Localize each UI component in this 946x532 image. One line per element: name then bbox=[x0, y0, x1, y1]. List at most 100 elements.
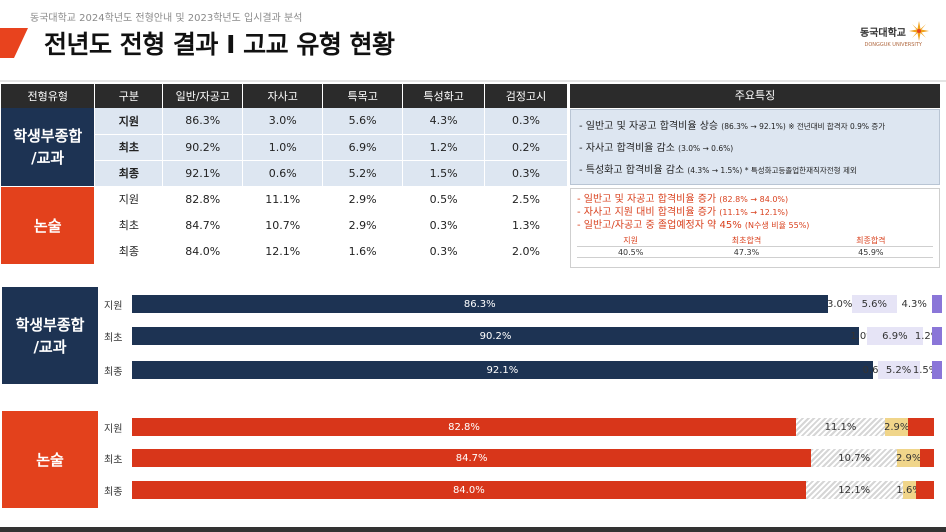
table-cell: 5.2% bbox=[322, 160, 404, 187]
bar-segment: 3.0% bbox=[827, 295, 852, 313]
table-cell: 2.9% bbox=[322, 212, 404, 239]
mini-header: 최종합격 bbox=[856, 236, 886, 245]
table-cell: 12.1% bbox=[242, 238, 324, 265]
group-label-hakjong: 학생부종합 /교과 bbox=[1, 108, 96, 187]
stacked-bar: 82.8% 11.1% 2.9% bbox=[132, 418, 934, 436]
table-cell: 0.2% bbox=[484, 134, 568, 161]
table-cell: 2.9% bbox=[322, 186, 404, 213]
stacked-bar: 84.7% 10.7% 2.9% bbox=[132, 449, 934, 467]
table-cell: 1.6% bbox=[322, 238, 404, 265]
bar-segment: 1.2% bbox=[915, 327, 940, 345]
stacked-bar: 84.0% 12.1% 1.6% bbox=[132, 481, 934, 499]
bar-segment bbox=[915, 481, 934, 499]
table-cell: 90.2% bbox=[162, 134, 244, 161]
bar-segment: 84.0% bbox=[132, 481, 806, 499]
col-header: 자사고 bbox=[242, 84, 324, 108]
bottom-bar bbox=[0, 527, 946, 532]
bar-segment: 2.9% bbox=[884, 418, 909, 436]
features-header: 주요특징 bbox=[570, 84, 940, 108]
table-cell: 6.9% bbox=[322, 134, 404, 161]
row-label: 최종 bbox=[94, 160, 164, 187]
features-nonsul: - 일반고 및 자공고 합격비율 증가 (82.8% → 84.0%) - 자사… bbox=[570, 188, 940, 268]
table-row: 최초 90.2% 1.0% 6.9% 1.2% 0.2% bbox=[1, 134, 568, 161]
col-header: 특성화고 bbox=[402, 84, 486, 108]
table-cell: 84.0% bbox=[162, 238, 244, 265]
row-label: 지원 bbox=[94, 108, 164, 135]
bar-segment: 90.2% bbox=[132, 327, 860, 345]
title-bar: 전년도 전형 결과 I 고교 유형 현황 bbox=[0, 28, 395, 59]
table-cell: 1.2% bbox=[402, 134, 486, 161]
bar-segment bbox=[931, 295, 942, 313]
bar-segment: 11.1% bbox=[796, 418, 886, 436]
row-label: 최종 bbox=[94, 238, 164, 265]
table-cell: 0.3% bbox=[484, 160, 568, 187]
table-cell: 2.5% bbox=[484, 186, 568, 213]
row-label: 최초 bbox=[94, 212, 164, 239]
bar-segment: 82.8% bbox=[132, 418, 797, 436]
row-label: 지원 bbox=[94, 186, 164, 213]
table-cell: 92.1% bbox=[162, 160, 244, 187]
stacked-bar: 92.1% 0.6% 5.2% 1.5% bbox=[132, 361, 942, 379]
table-cell: 86.3% bbox=[162, 108, 244, 135]
results-table: 전형유형 구분 일반/자공고 자사고 특목고 특성화고 검정고시 학생부종합 /… bbox=[1, 84, 568, 265]
feature-line: - 자사고 지원 대비 합격비율 증가 (11.1% → 12.1%) bbox=[577, 207, 789, 218]
table-cell: 0.3% bbox=[484, 108, 568, 135]
bar-category-label: 지원 bbox=[104, 424, 123, 435]
col-header: 전형유형 bbox=[1, 84, 96, 108]
logo-text: 동국대학교 bbox=[860, 27, 906, 39]
bar-category-label: 최종 bbox=[104, 367, 123, 378]
col-header: 구분 bbox=[94, 84, 164, 108]
bar-segment: 10.7% bbox=[811, 449, 898, 467]
table-cell: 0.3% bbox=[402, 238, 486, 265]
header-divider bbox=[0, 80, 946, 82]
graduate-ratio-table: 지원 최초합격 최종합격 40.5% 47.3% 45.9% bbox=[577, 235, 933, 258]
table-cell: 0.6% bbox=[242, 160, 324, 187]
bar-category-label: 지원 bbox=[104, 301, 123, 312]
bar-segment: 84.7% bbox=[132, 449, 812, 467]
table-cell: 0.3% bbox=[402, 212, 486, 239]
table-cell: 3.0% bbox=[242, 108, 324, 135]
table-cell: 5.6% bbox=[322, 108, 404, 135]
table-header-row: 전형유형 구분 일반/자공고 자사고 특목고 특성화고 검정고시 bbox=[1, 84, 568, 108]
table-row: 학생부종합 /교과 지원 86.3% 3.0% 5.6% 4.3% 0.3% bbox=[1, 108, 568, 187]
bar-segment: 6.9% bbox=[867, 327, 923, 345]
stacked-bar: 90.2% 1.0% 6.9% 1.2% bbox=[132, 327, 943, 345]
table-cell: 0.5% bbox=[402, 186, 486, 213]
bar-category-label: 최종 bbox=[104, 487, 123, 498]
bar-segment: 4.3% bbox=[896, 295, 932, 313]
table-row: 논술 지원 82.8% 11.1% 2.9% 0.5% 2.5% bbox=[1, 186, 568, 265]
feature-line: - 일반고 및 자공고 합격비율 상승 (86.3% → 92.1%) ※ 전년… bbox=[579, 121, 886, 132]
table-cell: 82.8% bbox=[162, 186, 244, 213]
table-row: 최종 84.0% 12.1% 1.6% 0.3% 2.0% bbox=[1, 238, 568, 265]
bar-segment bbox=[908, 418, 934, 436]
university-logo: 동국대학교 bbox=[860, 20, 930, 42]
bar-segment: 1.0% bbox=[850, 327, 876, 345]
title-accent bbox=[0, 28, 30, 58]
table-cell: 1.5% bbox=[402, 160, 486, 187]
feature-line: - 특성화고 합격비율 감소 (4.3% → 1.5%) * 특성화고등졸업한재… bbox=[579, 165, 857, 176]
bar-segment: 1.6% bbox=[896, 481, 922, 499]
bar-segment: 1.5% bbox=[913, 361, 938, 379]
logo-subtext: DONGGUK UNIVERSITY bbox=[864, 42, 923, 48]
features-hakjong: - 일반고 및 자공고 합격비율 상승 (86.3% → 92.1%) ※ 전년… bbox=[570, 109, 940, 185]
bar-category-label: 최초 bbox=[104, 333, 123, 344]
bar-segment: 86.3% bbox=[132, 295, 828, 313]
table-cell: 4.3% bbox=[402, 108, 486, 135]
row-label: 최초 bbox=[94, 134, 164, 161]
table-cell: 1.3% bbox=[484, 212, 568, 239]
col-header: 일반/자공고 bbox=[162, 84, 244, 108]
mini-value: 40.5% bbox=[577, 246, 685, 258]
bar-segment: 5.2% bbox=[877, 361, 920, 379]
stacked-bar: 86.3% 3.0% 5.6% 4.3% bbox=[132, 295, 942, 313]
table-row: 최초 84.7% 10.7% 2.9% 0.3% 1.3% bbox=[1, 212, 568, 239]
bar-segment: 2.9% bbox=[896, 449, 921, 467]
mini-header: 지원 bbox=[623, 236, 639, 245]
table-cell: 11.1% bbox=[242, 186, 324, 213]
feature-line: - 일반고 및 자공고 합격비율 증가 (82.8% → 84.0%) bbox=[577, 194, 789, 205]
bar-segment: 12.1% bbox=[805, 481, 903, 499]
group-label-nonsul: 논술 bbox=[1, 186, 96, 265]
bar-segment: 92.1% bbox=[132, 361, 873, 379]
chart-label-hakjong: 학생부종합 /교과 bbox=[2, 287, 98, 384]
table-cell: 10.7% bbox=[242, 212, 324, 239]
mini-header: 최초합격 bbox=[731, 236, 762, 245]
